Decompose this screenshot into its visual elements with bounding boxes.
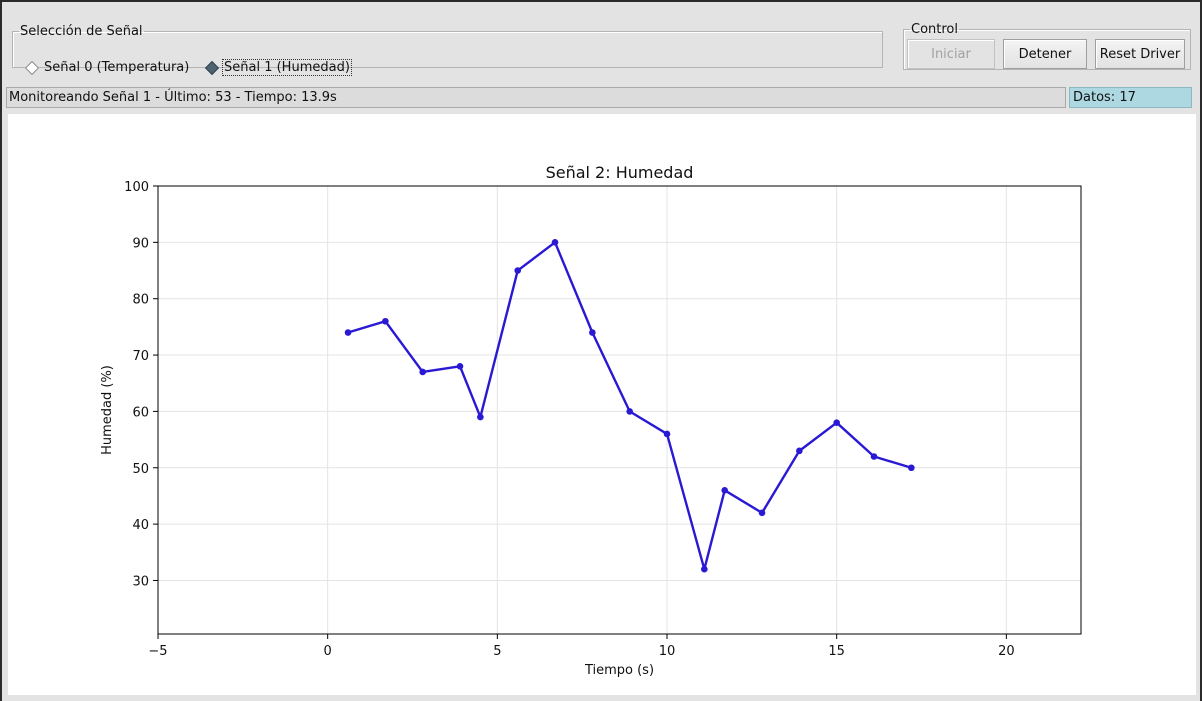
x-tick-label: −5: [148, 644, 167, 659]
data-point: [477, 413, 484, 421]
radio-signal-0-label: Señal 0 (Temperatura): [44, 60, 190, 75]
start-button[interactable]: Iniciar: [907, 39, 995, 69]
data-point: [701, 565, 708, 573]
data-point: [551, 239, 559, 246]
data-point: [344, 329, 352, 336]
y-tick-label: 90: [132, 236, 149, 251]
chart-area: −5 0 5 10 15 20 30 40 50 60 70 80 90 100 Señal 2: Hum…: [8, 114, 1196, 695]
data-point: [626, 408, 633, 415]
reset-driver-button[interactable]: Reset Driver: [1095, 39, 1185, 69]
plot-frame: [157, 185, 1082, 635]
x-tick-label: 10: [659, 644, 676, 659]
radio-indicator-icon: [204, 60, 220, 75]
control-legend: Control: [911, 22, 958, 37]
data-count-badge: Datos: 17: [1069, 87, 1192, 108]
signal-selection-legend: Selección de Señal: [20, 24, 143, 39]
data-point: [758, 509, 766, 517]
y-tick-label: 80: [132, 293, 149, 308]
control-group: Control: [903, 22, 1191, 70]
data-point: [870, 453, 878, 460]
radio-indicator-icon: [24, 60, 40, 75]
y-tick-label: 70: [132, 349, 149, 364]
x-tick-label: 20: [998, 644, 1015, 659]
data-point: [908, 464, 915, 472]
signal-selection-group: Selección de Señal Señal 0 (Temperatura)…: [12, 24, 883, 76]
data-point: [589, 329, 596, 336]
humidity-series-line: [347, 241, 912, 571]
x-tick-label: 15: [828, 644, 845, 659]
data-point: [456, 363, 464, 370]
data-point: [382, 317, 389, 325]
y-tick-label: 30: [132, 574, 149, 589]
y-tick-label: 40: [132, 518, 149, 533]
x-tick-label: 0: [324, 644, 332, 659]
data-point: [833, 419, 840, 426]
data-point: [663, 430, 671, 438]
status-message: Monitoreando Señal 1 - Último: 53 - Tiem…: [6, 87, 1066, 108]
data-point: [796, 447, 803, 455]
y-axis-label: Humedad (%): [100, 365, 115, 455]
radio-signal-1-label: Señal 1 (Humedad): [222, 59, 352, 76]
data-point: [721, 487, 728, 494]
chart-title: Señal 2: Humedad: [546, 163, 694, 182]
y-tick-label: 100: [124, 180, 149, 195]
y-tick-label: 50: [132, 462, 149, 477]
radio-signal-1[interactable]: Señal 1 (Humedad): [204, 59, 352, 76]
stop-button[interactable]: Detener: [1003, 39, 1087, 69]
data-point: [514, 267, 521, 274]
radio-signal-0[interactable]: Señal 0 (Temperatura): [24, 60, 190, 75]
y-tick-label: 60: [132, 405, 149, 420]
x-tick-label: 5: [493, 644, 501, 659]
x-axis-label: Tiempo (s): [584, 663, 654, 678]
data-point: [419, 368, 426, 376]
humidity-chart: −5 0 5 10 15 20 30 40 50 60 70 80 90 100 Señal 2: Hum…: [100, 163, 1082, 678]
